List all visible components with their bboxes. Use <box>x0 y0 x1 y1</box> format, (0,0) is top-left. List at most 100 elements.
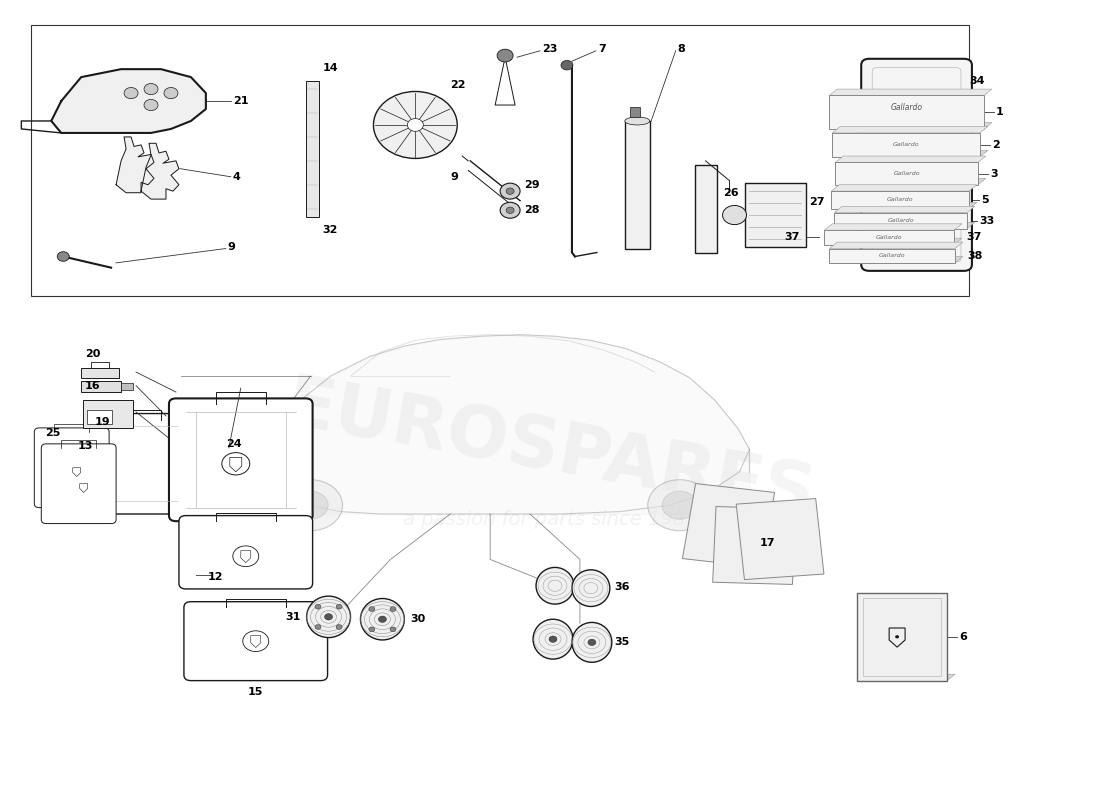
Bar <box>81 368 119 378</box>
FancyBboxPatch shape <box>169 398 312 521</box>
Bar <box>736 498 824 579</box>
Text: 35: 35 <box>614 638 629 647</box>
Bar <box>829 95 983 129</box>
Bar <box>87 410 112 424</box>
Polygon shape <box>829 257 962 263</box>
Polygon shape <box>52 69 206 133</box>
Circle shape <box>324 614 332 620</box>
Text: 27: 27 <box>810 198 825 207</box>
Text: 28: 28 <box>524 206 540 215</box>
Text: 30: 30 <box>410 614 426 624</box>
Text: 21: 21 <box>233 96 249 106</box>
Text: 6: 6 <box>959 632 967 642</box>
Circle shape <box>587 639 596 646</box>
Circle shape <box>378 616 386 622</box>
Circle shape <box>144 83 158 94</box>
Ellipse shape <box>572 570 609 606</box>
Polygon shape <box>833 126 988 133</box>
Bar <box>857 593 947 681</box>
Text: 9: 9 <box>228 242 235 252</box>
Circle shape <box>278 480 342 530</box>
Circle shape <box>497 50 513 62</box>
Ellipse shape <box>307 596 351 638</box>
Bar <box>682 483 774 567</box>
Ellipse shape <box>361 598 405 640</box>
Polygon shape <box>833 150 988 157</box>
Bar <box>833 133 980 157</box>
Text: EUROSPARES: EUROSPARES <box>279 371 821 532</box>
Text: 17: 17 <box>759 538 775 549</box>
Text: 26: 26 <box>724 188 739 198</box>
Text: 15: 15 <box>249 687 263 697</box>
Bar <box>306 81 319 217</box>
Circle shape <box>500 183 520 199</box>
Text: 37: 37 <box>966 232 981 242</box>
Polygon shape <box>834 222 975 229</box>
Polygon shape <box>835 156 986 162</box>
Circle shape <box>662 491 697 519</box>
Ellipse shape <box>572 622 612 662</box>
Bar <box>630 107 640 117</box>
Circle shape <box>648 480 712 530</box>
Bar <box>745 183 806 247</box>
Polygon shape <box>835 178 986 185</box>
Text: Gallardo: Gallardo <box>876 235 902 240</box>
Circle shape <box>390 627 396 632</box>
Bar <box>834 213 967 229</box>
Circle shape <box>337 604 342 609</box>
Text: 4: 4 <box>233 172 241 182</box>
Text: 8: 8 <box>678 44 685 54</box>
Circle shape <box>500 202 520 218</box>
Polygon shape <box>829 242 962 249</box>
FancyBboxPatch shape <box>34 428 109 508</box>
Bar <box>713 506 795 585</box>
Text: 1: 1 <box>996 107 1003 118</box>
Text: 36: 36 <box>614 582 629 592</box>
Text: 14: 14 <box>322 63 338 73</box>
Text: 38: 38 <box>967 250 982 261</box>
Circle shape <box>57 252 69 262</box>
Polygon shape <box>824 238 962 245</box>
Text: Gallardo: Gallardo <box>887 198 913 202</box>
Text: 33: 33 <box>979 216 994 226</box>
Bar <box>864 598 940 676</box>
Circle shape <box>561 60 573 70</box>
Text: 32: 32 <box>322 225 338 234</box>
Polygon shape <box>829 122 992 129</box>
Text: Gallardo: Gallardo <box>891 102 923 112</box>
Bar <box>81 381 121 392</box>
Polygon shape <box>141 143 179 199</box>
Polygon shape <box>832 202 977 209</box>
Text: 19: 19 <box>96 418 111 427</box>
Text: 3: 3 <box>990 169 998 178</box>
Bar <box>835 162 978 185</box>
Circle shape <box>315 625 321 630</box>
Text: 22: 22 <box>450 80 465 90</box>
Text: Gallardo: Gallardo <box>893 142 920 147</box>
Bar <box>824 230 954 245</box>
Circle shape <box>723 206 747 225</box>
Circle shape <box>315 604 321 609</box>
Bar <box>625 121 650 249</box>
Text: 7: 7 <box>598 44 606 54</box>
Text: 23: 23 <box>542 44 558 54</box>
Ellipse shape <box>625 117 650 125</box>
Polygon shape <box>857 674 955 681</box>
Circle shape <box>124 87 138 98</box>
Circle shape <box>164 87 178 98</box>
Text: Gallardo: Gallardo <box>893 171 920 176</box>
Text: 2: 2 <box>992 140 1000 150</box>
Bar <box>832 191 969 209</box>
Text: 16: 16 <box>85 382 101 391</box>
Bar <box>121 383 133 390</box>
FancyBboxPatch shape <box>88 414 194 514</box>
Circle shape <box>506 188 514 194</box>
Text: 12: 12 <box>208 572 223 582</box>
Text: 13: 13 <box>77 442 92 451</box>
FancyBboxPatch shape <box>179 515 312 589</box>
Circle shape <box>895 635 899 638</box>
Text: 25: 25 <box>45 428 60 438</box>
Text: Gallardo: Gallardo <box>879 254 905 258</box>
Text: 34: 34 <box>969 76 984 86</box>
Polygon shape <box>832 185 977 191</box>
